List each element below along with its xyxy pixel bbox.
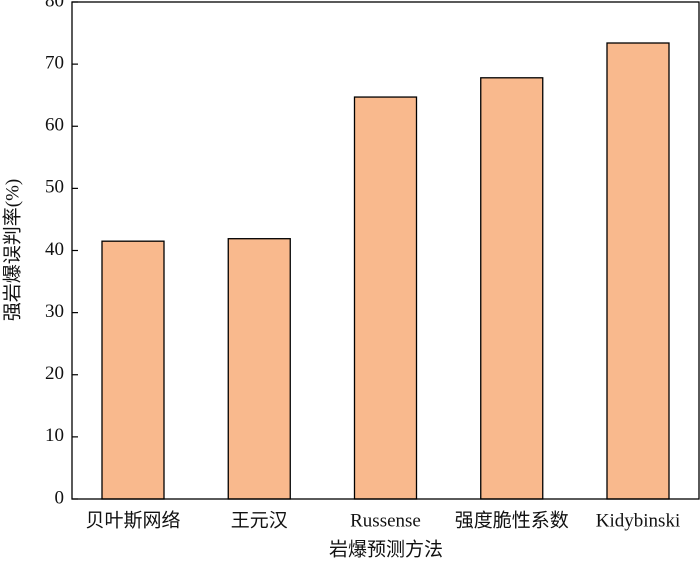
bar bbox=[606, 42, 670, 500]
bar bbox=[101, 240, 165, 500]
y-tick-label: 50 bbox=[45, 177, 64, 198]
y-tick-label: 80 bbox=[45, 0, 64, 11]
y-tick-label: 60 bbox=[45, 115, 64, 136]
x-tick-label: Kidybinski bbox=[596, 510, 680, 531]
x-axis-label: 岩爆预测方法 bbox=[329, 538, 443, 560]
bar bbox=[353, 96, 418, 500]
y-tick-label: 20 bbox=[45, 363, 64, 384]
y-tick-label: 40 bbox=[45, 239, 64, 260]
y-tick-label: 0 bbox=[55, 487, 65, 508]
plot-frame bbox=[71, 1, 700, 500]
y-tick-label: 30 bbox=[45, 301, 64, 322]
x-tick-label: 强度脆性系数 bbox=[455, 509, 569, 531]
y-tick-label: 70 bbox=[45, 52, 64, 73]
bar bbox=[480, 77, 544, 500]
bar bbox=[227, 238, 291, 500]
y-axis-label: 强岩爆误判率(%) bbox=[1, 179, 23, 321]
x-tick-label: 王元汉 bbox=[231, 509, 288, 531]
x-tick-label: 贝叶斯网络 bbox=[85, 509, 180, 531]
y-tick-label: 10 bbox=[45, 425, 64, 446]
x-tick-label: Russense bbox=[350, 510, 421, 531]
